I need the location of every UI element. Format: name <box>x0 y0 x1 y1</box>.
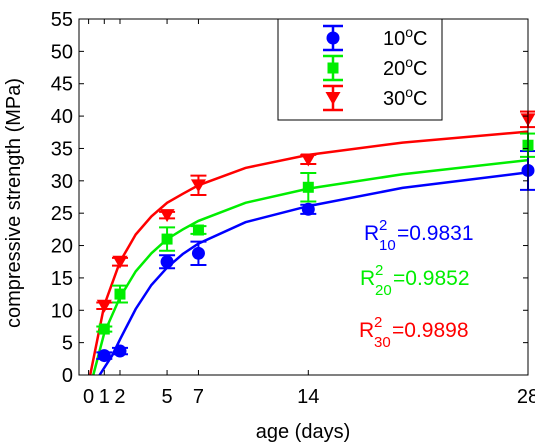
x-tick-label: 0 <box>83 386 94 408</box>
r-squared-subscript: 20 <box>375 282 392 299</box>
legend-marker-10 <box>326 31 340 45</box>
data-point-20-1 <box>114 288 126 300</box>
y-tick-label: 5 <box>62 333 73 355</box>
x-tick-label: 28 <box>517 386 535 408</box>
legend-box <box>277 18 443 121</box>
x-tick-label: 5 <box>162 386 173 408</box>
y-axis-label: compressive strength (MPa) <box>3 78 25 328</box>
data-point-10-3 <box>191 246 205 260</box>
y-tick-label: 25 <box>51 203 73 225</box>
fit-curve-30 <box>88 130 529 376</box>
y-tick-label: 15 <box>51 268 73 290</box>
r-squared-subscript: 30 <box>374 334 391 351</box>
r-squared-value: =0.9898 <box>392 319 469 342</box>
r-squared-value: =0.9831 <box>397 222 474 245</box>
y-tick-label: 50 <box>51 41 73 63</box>
r-squared-superscript: 2 <box>379 217 387 234</box>
y-tick-label: 30 <box>51 171 73 193</box>
data-point-30-4 <box>300 153 316 167</box>
data-point-10-2 <box>160 255 174 269</box>
r-squared-superscript: 2 <box>374 314 382 331</box>
x-axis-label: age (days) <box>256 421 351 443</box>
legend-label-30: 30oC <box>383 84 428 110</box>
r-squared-10: R 2 10=0.9831 <box>364 217 474 254</box>
x-tick-label: 2 <box>114 386 125 408</box>
y-tick-label: 40 <box>51 106 73 128</box>
data-point-20-0 <box>98 323 110 335</box>
y-tick-label: 20 <box>51 236 73 258</box>
y-tick-label: 10 <box>51 300 73 322</box>
legend-label-20: 20oC <box>383 54 428 80</box>
data-point-30-0 <box>96 299 112 313</box>
data-point-30-2 <box>159 209 175 223</box>
r-squared-value: =0.9852 <box>393 267 470 290</box>
data-point-20-2 <box>161 233 173 245</box>
fit-curve-10 <box>98 171 529 376</box>
r-squared-text: R <box>364 222 379 245</box>
y-tick-label: 35 <box>51 138 73 160</box>
data-point-30-3 <box>190 179 206 193</box>
r-squared-30: R 2 30=0.9898 <box>359 314 469 351</box>
y-tick-label: 55 <box>51 9 73 31</box>
legend-label-10: 10oC <box>383 24 428 50</box>
data-point-10-0 <box>97 349 111 363</box>
r-squared-superscript: 2 <box>375 262 383 279</box>
y-tick-label: 0 <box>62 365 73 387</box>
y-tick-label: 45 <box>51 74 73 96</box>
x-tick-label: 14 <box>297 386 319 408</box>
r-squared-text: R <box>360 267 375 290</box>
r-squared-20: R 2 20=0.9852 <box>360 262 470 299</box>
legend-marker-30 <box>325 92 341 105</box>
r-squared-text: R <box>359 319 374 342</box>
r-squared-subscript: 10 <box>379 237 396 254</box>
data-point-10-4 <box>301 202 315 216</box>
data-point-10-1 <box>113 344 127 358</box>
legend: 10oC 20oC 30oC <box>277 18 443 121</box>
legend-marker-20 <box>327 62 339 74</box>
x-tick-label: 1 <box>99 386 110 408</box>
data-point-30-1 <box>112 255 128 269</box>
data-point-20-3 <box>192 224 204 236</box>
x-tick-label: 7 <box>193 386 204 408</box>
data-point-20-4 <box>302 181 314 193</box>
